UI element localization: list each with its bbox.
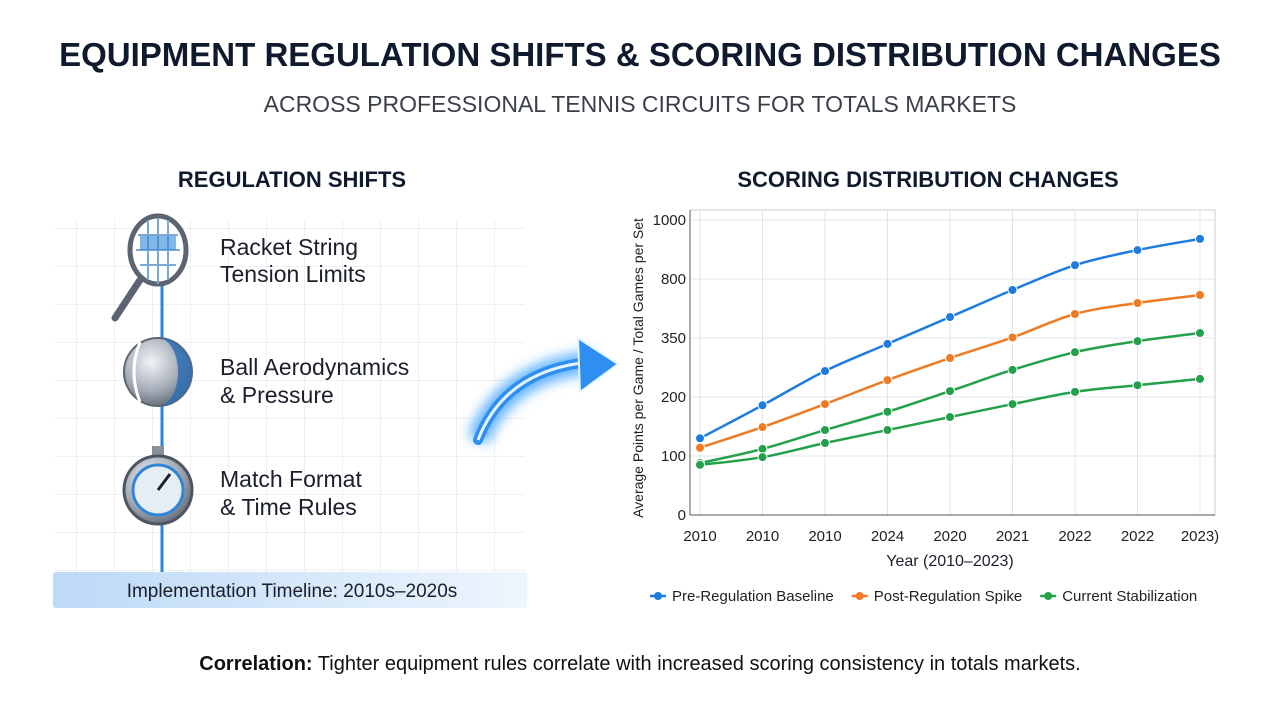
marker <box>757 400 768 411</box>
marker <box>1195 328 1205 339</box>
timeline-label: Implementation Timeline: 2010s–2020s <box>127 581 458 602</box>
chart-title: SCORING DISTRIBUTION CHANGES <box>737 167 1118 192</box>
marker <box>1132 245 1143 256</box>
item-line: Tension Limits <box>220 261 366 287</box>
x-tick-label: 2023) <box>1181 528 1219 545</box>
y-tick-label: 1000 <box>653 212 686 229</box>
legend-marker <box>855 592 864 600</box>
y-tick-label: 0 <box>678 507 686 524</box>
marker <box>945 386 955 397</box>
ball-icon <box>123 337 193 407</box>
title: EQUIPMENT REGULATION SHIFTS & SCORING DI… <box>59 36 1221 73</box>
y-tick-label: 100 <box>661 448 686 465</box>
x-tick-label: 2010 <box>746 528 779 545</box>
legend-marker <box>654 592 662 600</box>
item-line: Match Format <box>220 466 362 492</box>
marker <box>1132 380 1143 391</box>
marker <box>820 366 830 377</box>
marker <box>945 312 955 323</box>
timeline-box <box>53 572 527 608</box>
marker <box>1070 260 1080 271</box>
y-tick-label: 200 <box>661 389 686 406</box>
footer-text: Tighter equipment rules correlate with i… <box>318 653 1081 675</box>
legend-label: Post-Regulation Spike <box>874 588 1022 605</box>
marker <box>1195 373 1205 384</box>
plot-area <box>689 209 1216 516</box>
y-axis-label: Average Points per Game / Total Games pe… <box>630 218 646 518</box>
marker <box>757 422 768 433</box>
marker <box>1007 285 1018 296</box>
marker <box>695 433 705 444</box>
marker <box>882 406 893 417</box>
x-axis-label: Year (2010–2023) <box>886 553 1014 570</box>
marker <box>757 452 768 463</box>
item-line: & Pressure <box>220 382 334 408</box>
marker <box>945 353 955 364</box>
marker <box>1007 399 1018 410</box>
marker <box>1132 297 1143 308</box>
marker <box>882 338 893 349</box>
footer-label: Correlation: <box>199 653 312 675</box>
y-tick-label: 800 <box>661 271 686 288</box>
legend-label: Current Stabilization <box>1062 588 1197 605</box>
marker <box>882 375 893 386</box>
marker <box>1007 364 1018 375</box>
panel-grid <box>55 220 525 575</box>
x-tick-label: 2010 <box>808 528 841 545</box>
item-line: & Time Rules <box>220 494 357 520</box>
x-tick-label: 2022 <box>1058 528 1091 545</box>
panel-title: REGULATION SHIFTS <box>178 167 406 192</box>
racket-icon <box>111 213 189 322</box>
marker <box>1007 332 1018 343</box>
stopwatch-icon <box>122 446 194 526</box>
marker <box>1070 347 1080 358</box>
marker <box>882 425 893 436</box>
marker <box>695 459 705 470</box>
marker <box>820 438 830 449</box>
x-tick-label: 2024 <box>871 528 904 545</box>
x-tick-label: 2021 <box>996 528 1029 545</box>
footer: Correlation: Tighter equipment rules cor… <box>199 653 1080 675</box>
legend-label: Pre-Regulation Baseline <box>672 588 834 605</box>
subtitle: ACROSS PROFESSIONAL TENNIS CIRCUITS FOR … <box>264 91 1017 117</box>
marker <box>1195 289 1205 300</box>
marker <box>1195 233 1205 244</box>
item-line: Racket String <box>220 234 358 260</box>
marker <box>1132 336 1143 347</box>
x-tick-label: 2022 <box>1121 528 1154 545</box>
marker <box>1070 386 1080 397</box>
marker <box>695 442 705 453</box>
marker <box>1070 309 1080 320</box>
marker <box>757 443 768 454</box>
x-tick-label: 2010 <box>683 528 716 545</box>
marker <box>820 425 830 436</box>
arrow <box>467 336 620 445</box>
marker <box>820 399 830 410</box>
marker <box>945 412 955 423</box>
x-tick-label: 2020 <box>933 528 966 545</box>
y-tick-label: 350 <box>661 330 686 347</box>
item-line: Ball Aerodynamics <box>220 354 409 380</box>
legend-marker <box>1044 592 1053 600</box>
